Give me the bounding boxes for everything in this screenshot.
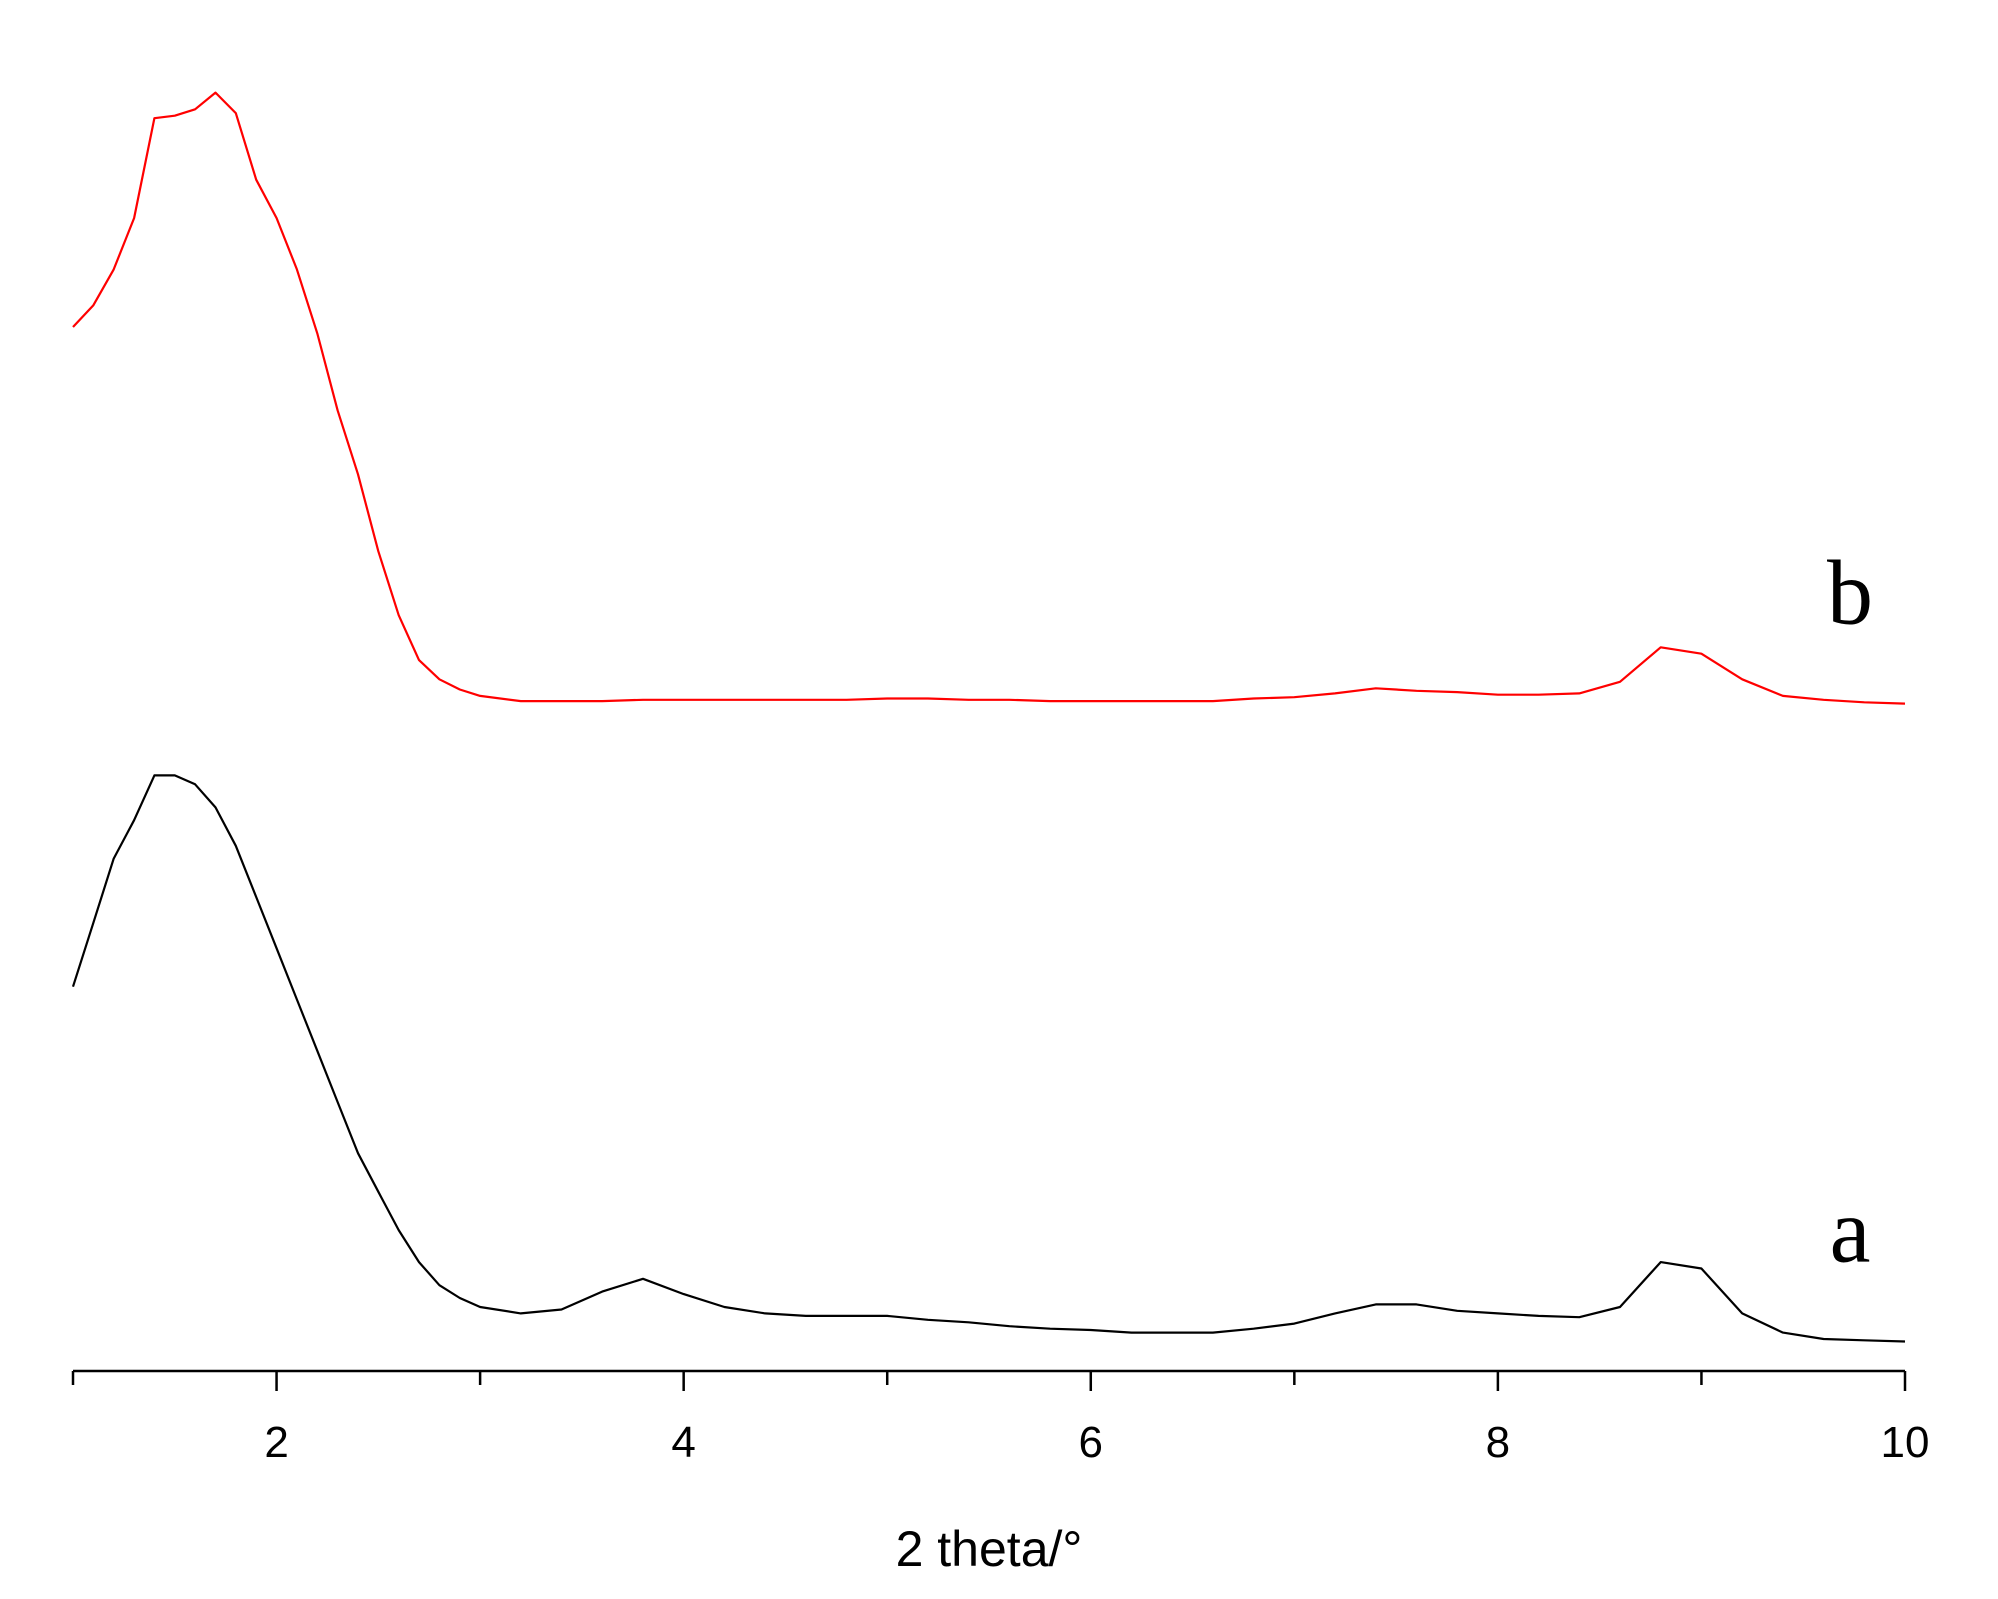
x-tick-label: 6 [1079,1418,1103,1467]
x-tick-label: 8 [1486,1418,1510,1467]
x-tick-label: 2 [264,1418,288,1467]
series-line [71,774,1906,1343]
x-tick-label: 10 [1881,1418,1930,1467]
x-tick-label: 4 [671,1418,695,1467]
series-label: a [1830,1180,1871,1282]
series-line [72,91,1906,705]
x-axis-label: 2 theta/° [896,1521,1083,1577]
series-label: b [1827,542,1873,644]
